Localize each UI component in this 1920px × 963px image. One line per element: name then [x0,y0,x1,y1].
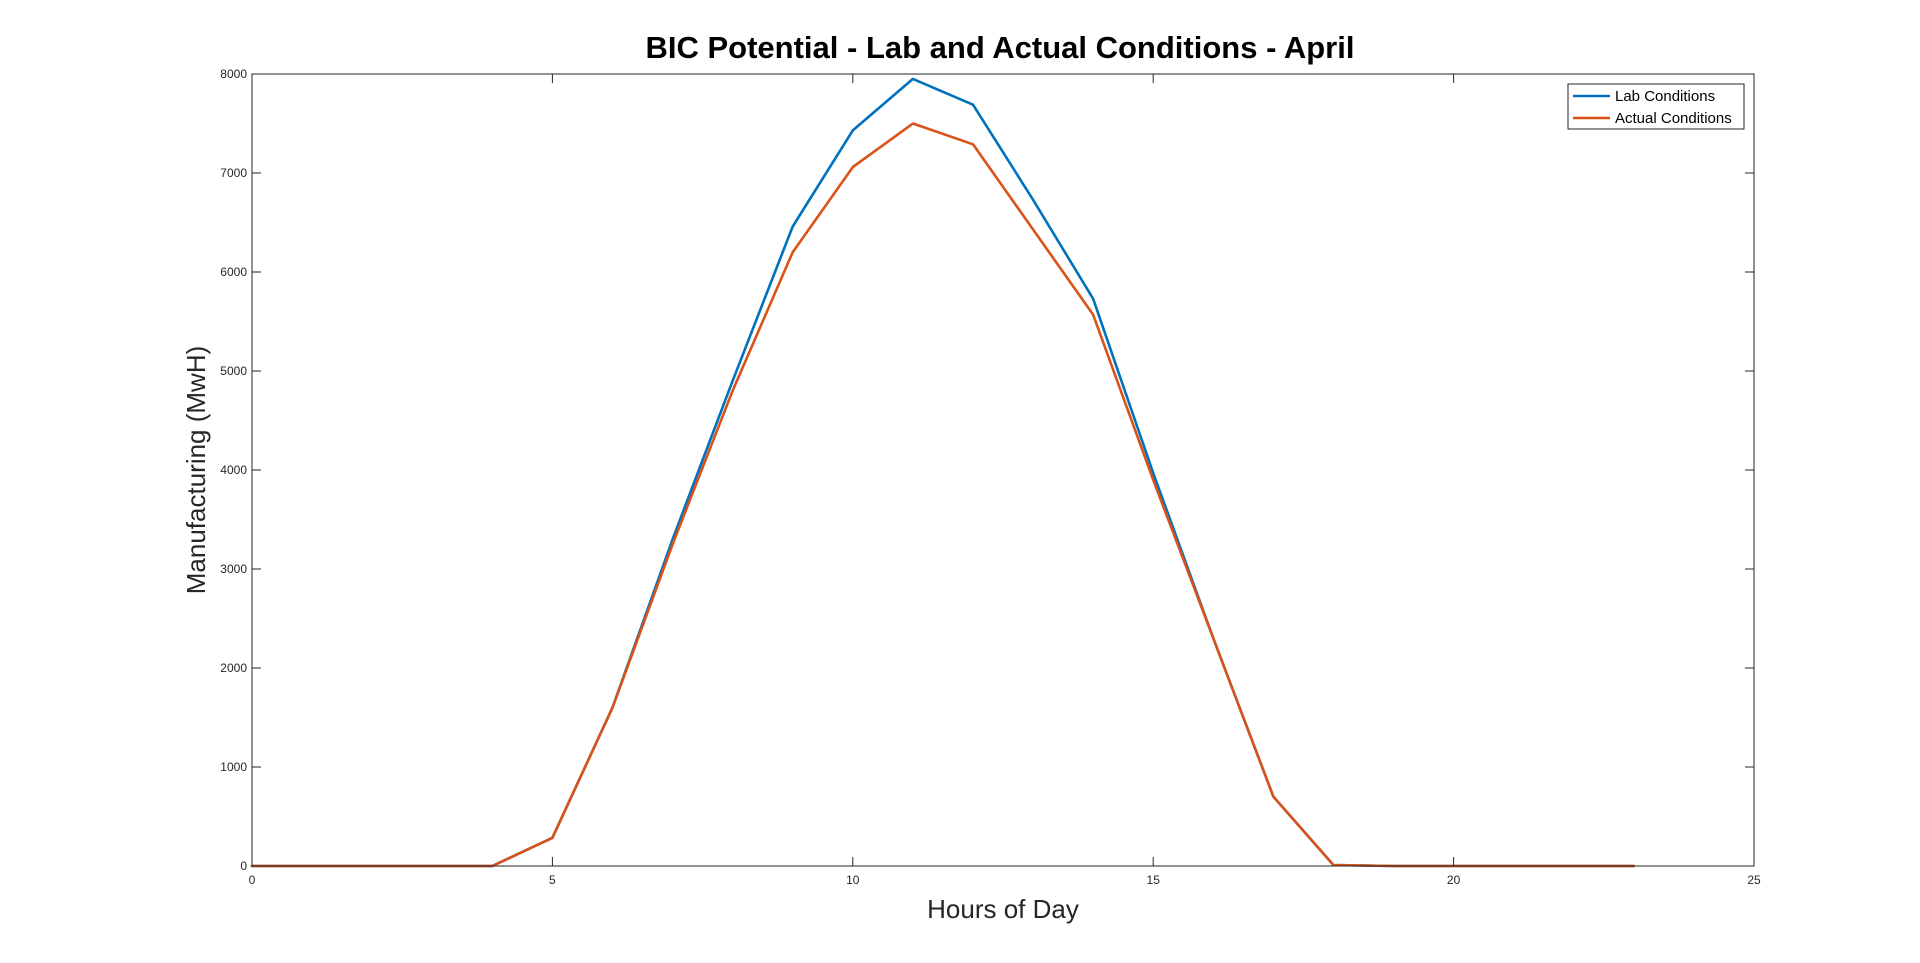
chart-title: BIC Potential - Lab and Actual Condition… [646,30,1355,65]
legend-label-lab-conditions: Lab Conditions [1615,88,1715,105]
legend-label-actual-conditions: Actual Conditions [1615,110,1732,127]
y-tick-label: 6000 [220,265,247,279]
y-tick-label: 2000 [220,661,247,675]
y-axis-label: Manufacturing (MwH) [181,346,211,595]
y-tick-label: 4000 [220,463,247,477]
y-tick-label: 0 [240,859,247,873]
y-tick-label: 8000 [220,67,247,81]
plot-area [252,74,1754,866]
y-tick-label: 7000 [220,166,247,180]
x-tick-label: 20 [1447,873,1461,887]
legend-box [1567,83,1745,130]
x-tick-label: 25 [1747,873,1761,887]
y-axis-ticks: 0 1000 2000 3000 4000 5000 6000 7000 8000 [220,67,1754,873]
x-tick-label: 10 [846,873,860,887]
y-tick-label: 1000 [220,760,247,774]
y-tick-label: 5000 [220,364,247,378]
x-tick-label: 15 [1147,873,1161,887]
y-tick-label: 3000 [220,562,247,576]
x-axis-label: Hours of Day [927,894,1079,924]
x-tick-label: 5 [549,873,556,887]
x-tick-label: 0 [249,873,256,887]
legend: Lab Conditions Actual Conditions [1567,83,1745,130]
x-axis-ticks: 0 5 10 15 20 25 [249,74,1761,887]
